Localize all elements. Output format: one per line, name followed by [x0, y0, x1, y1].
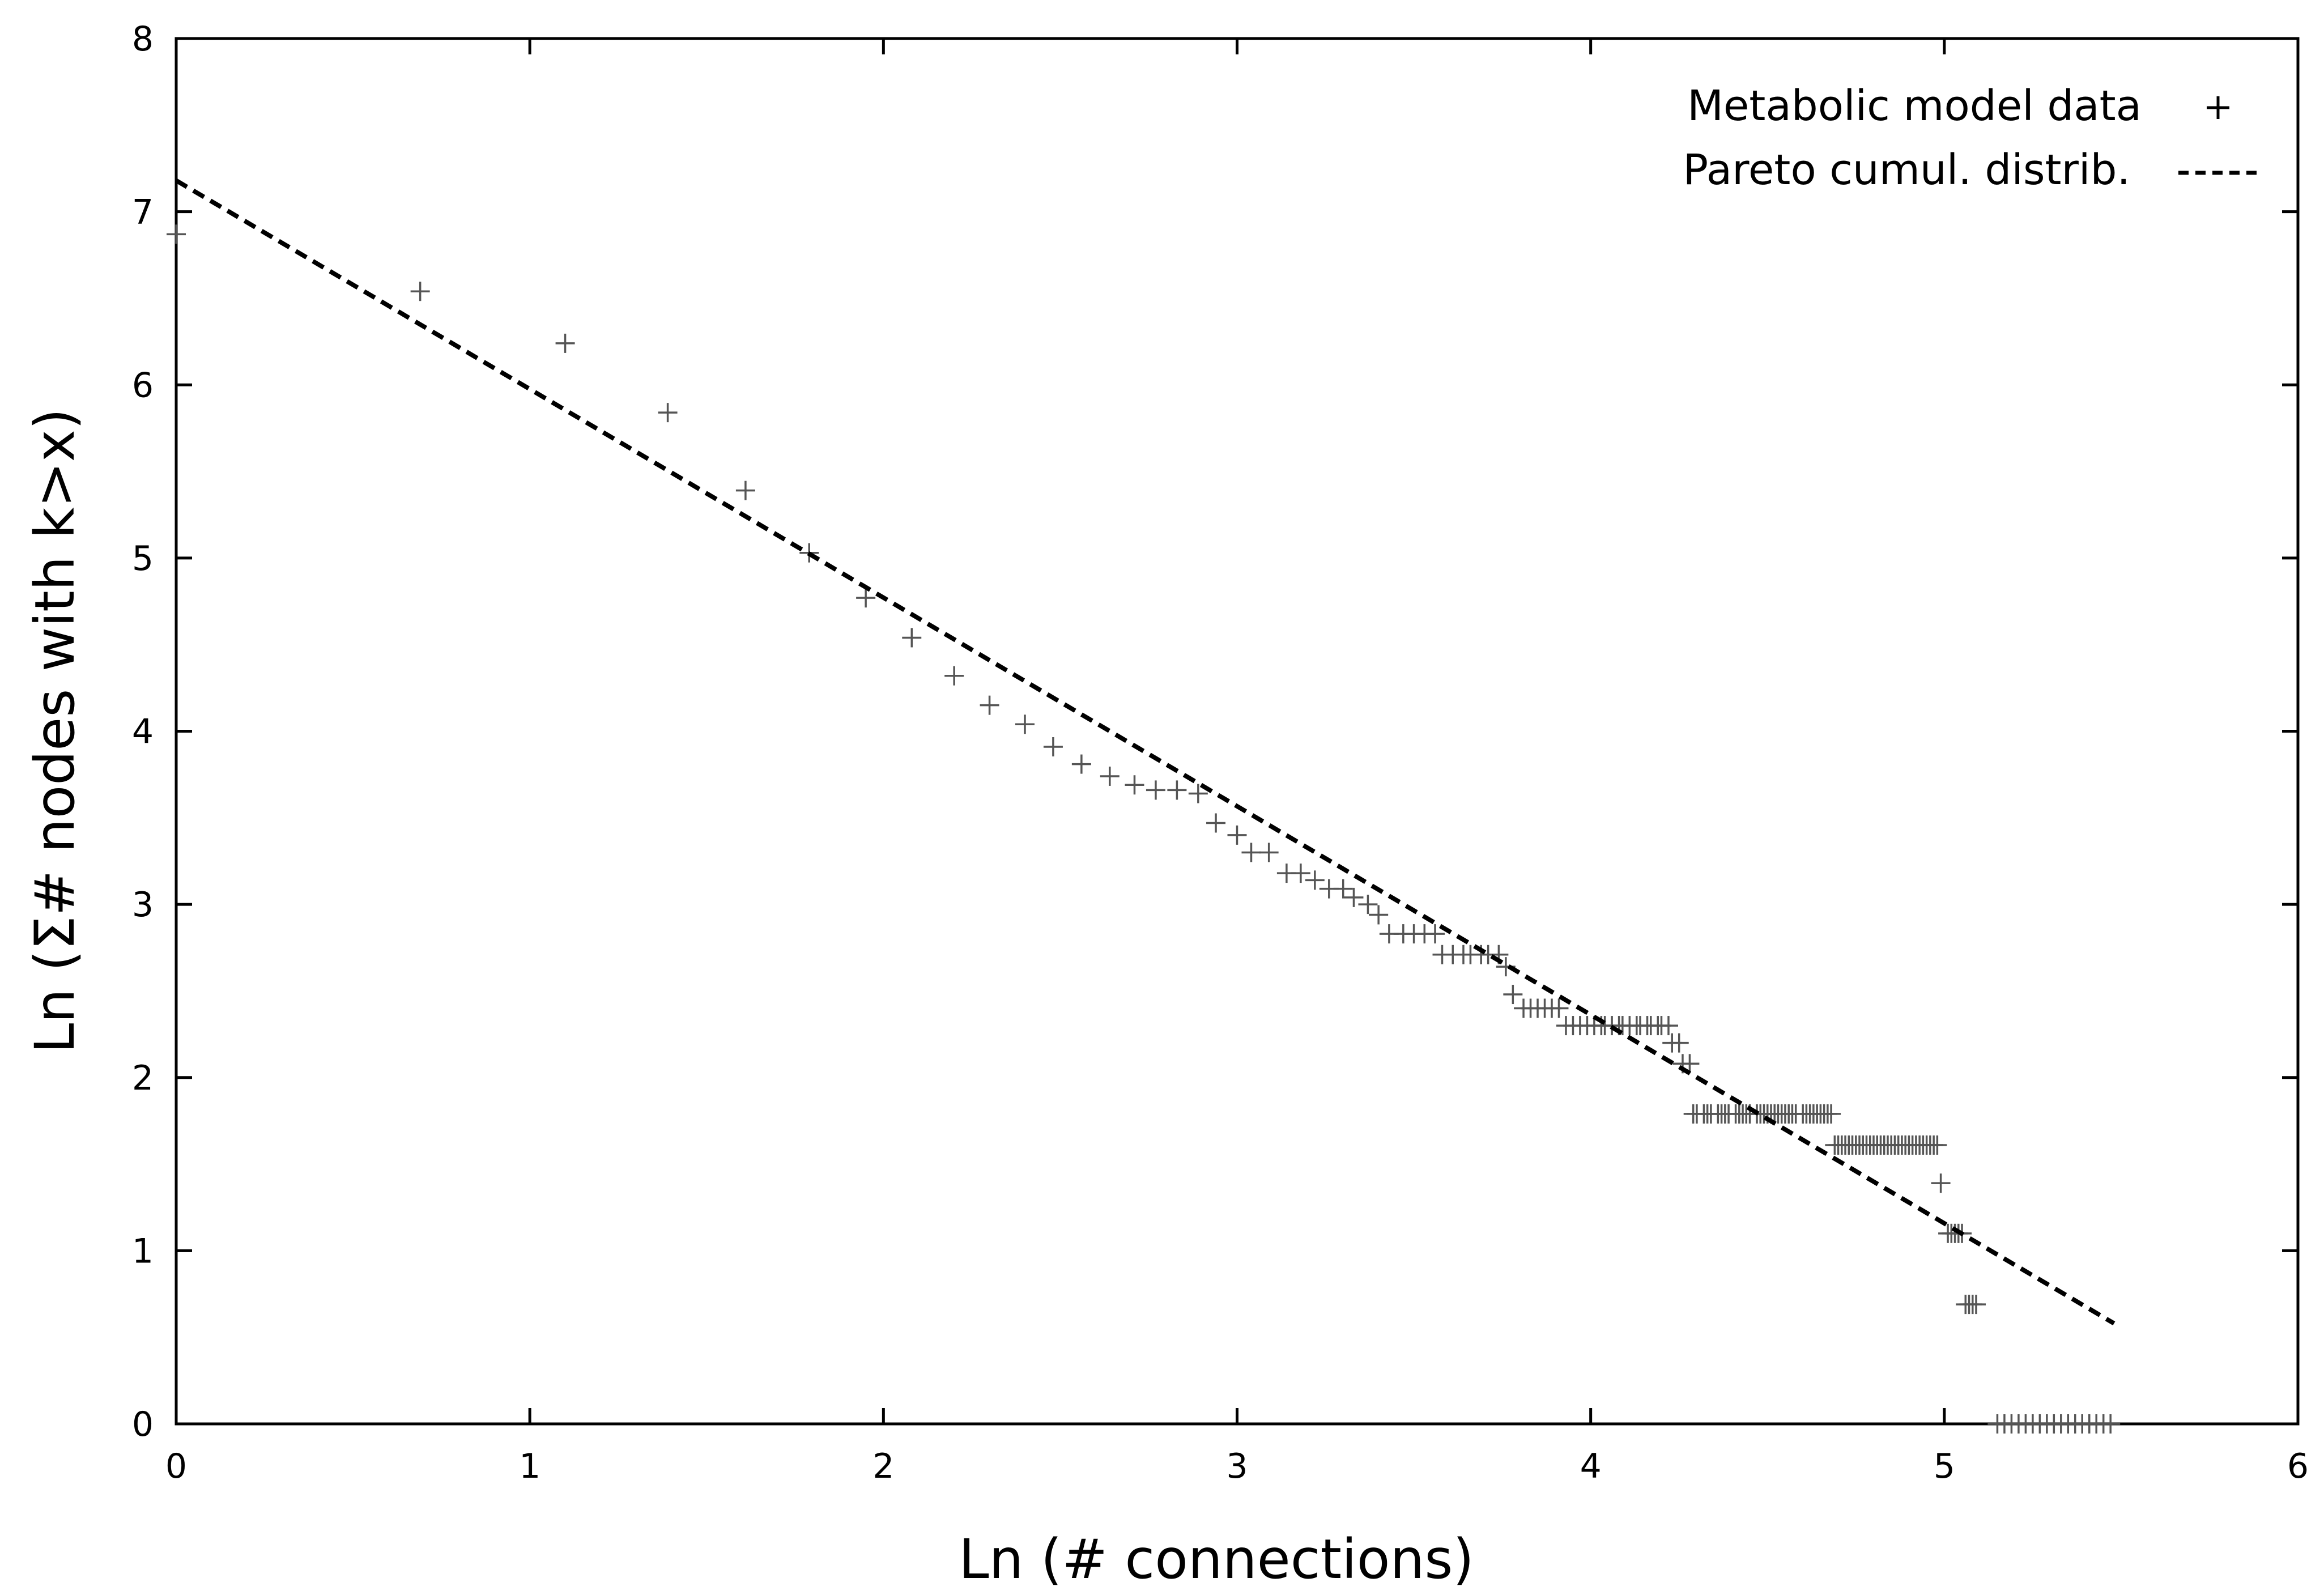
data-point — [1167, 780, 1187, 800]
series-layer — [167, 178, 2121, 1434]
data-point — [167, 224, 186, 244]
legend: Metabolic model data Pareto cumul. distr… — [1683, 82, 2258, 194]
data-point — [1369, 905, 1389, 925]
x-tick-label: 4 — [1580, 1447, 1602, 1486]
data-point — [1358, 895, 1378, 915]
data-point — [555, 333, 575, 353]
data-point — [1680, 1054, 1700, 1074]
data-point — [980, 695, 999, 715]
data-point — [1669, 1033, 1689, 1053]
y-tick-label: 2 — [132, 1058, 154, 1098]
data-point — [1931, 1173, 1951, 1193]
y-tick-label: 6 — [132, 365, 154, 405]
pareto-fit-line — [174, 178, 2116, 1326]
data-point — [1549, 998, 1569, 1018]
x-tick-label: 0 — [165, 1447, 187, 1486]
data-point — [1821, 1104, 1841, 1124]
x-tick-label: 6 — [2287, 1447, 2309, 1486]
data-point — [944, 666, 964, 686]
data-point — [1291, 864, 1310, 883]
x-tick-label: 2 — [872, 1447, 894, 1486]
data-point — [1333, 879, 1353, 899]
plot-frame — [174, 37, 2300, 1426]
data-point — [658, 403, 678, 423]
legend-label-pareto: Pareto cumul. distrib. — [1683, 146, 2130, 194]
data-point — [1125, 775, 1144, 795]
x-tick-label: 1 — [519, 1447, 540, 1486]
ticks-layer — [174, 37, 2300, 1426]
x-tick-label: 3 — [1226, 1447, 1248, 1486]
data-point — [1043, 737, 1063, 757]
data-point — [1425, 924, 1445, 944]
y-axis-label: Ln (Σ# nodes with k>x) — [23, 409, 87, 1054]
legend-label-metabolic: Metabolic model data — [1687, 82, 2142, 130]
data-point — [1658, 1016, 1678, 1036]
y-tick-label: 0 — [132, 1405, 154, 1444]
data-point — [1241, 843, 1261, 862]
data-point — [1206, 813, 1226, 833]
x-tick-label: 5 — [1934, 1447, 1955, 1486]
y-tick-label: 4 — [132, 712, 154, 752]
x-axis-label: Ln (# connections) — [959, 1528, 1474, 1591]
legend-marker-plus — [2207, 96, 2229, 119]
data-point — [1305, 870, 1325, 890]
data-point — [1100, 766, 1120, 786]
tick-labels-layer: 0 1 2 3 4 5 6 0 1 2 3 4 5 6 7 8 — [132, 19, 2309, 1486]
data-point — [410, 282, 430, 301]
data-point — [2101, 1414, 2121, 1434]
data-point — [856, 588, 876, 608]
data-point — [902, 628, 922, 648]
data-point — [1503, 985, 1523, 1005]
y-tick-label: 7 — [132, 193, 154, 232]
data-point — [735, 480, 755, 500]
data-point — [1015, 714, 1035, 734]
y-tick-label: 8 — [132, 19, 154, 59]
data-point — [1344, 887, 1364, 907]
data-point — [1927, 1135, 1947, 1155]
y-tick-label: 5 — [132, 539, 154, 579]
data-point — [1259, 843, 1279, 862]
data-point — [1227, 825, 1247, 845]
y-tick-label: 1 — [132, 1231, 154, 1271]
y-tick-label: 3 — [132, 885, 154, 925]
data-point — [1967, 1295, 1986, 1315]
data-point — [1071, 754, 1091, 774]
data-point — [1146, 780, 1165, 800]
data-point — [1188, 784, 1208, 803]
